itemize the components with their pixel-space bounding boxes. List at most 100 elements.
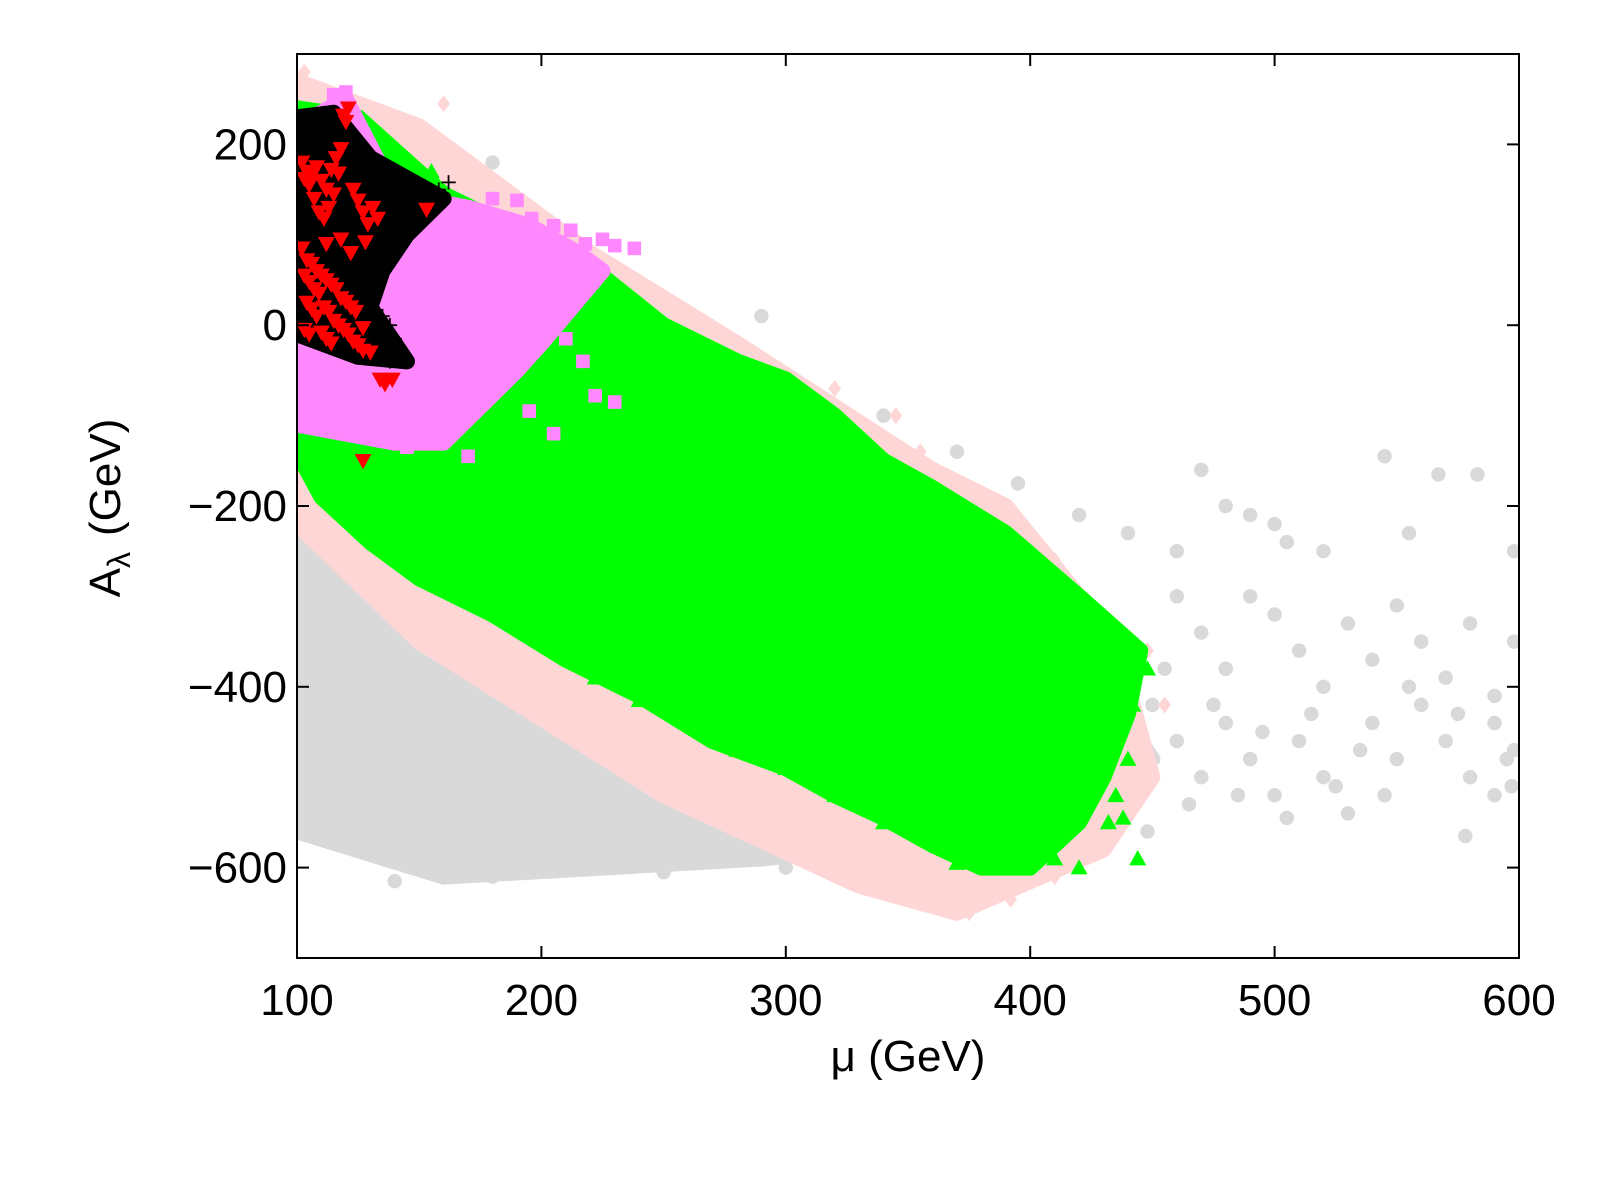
data-point xyxy=(1070,859,1088,875)
data-point xyxy=(522,404,536,418)
data-point xyxy=(1506,634,1519,649)
data-point xyxy=(913,443,927,461)
data-point xyxy=(1071,507,1087,523)
data-point xyxy=(485,869,500,884)
data-point xyxy=(1157,661,1172,676)
data-point xyxy=(431,182,446,197)
data-point xyxy=(1450,706,1466,722)
data-point xyxy=(1169,733,1185,749)
data-point xyxy=(608,696,622,714)
data-point xyxy=(826,786,844,803)
data-point xyxy=(392,340,407,356)
data-point xyxy=(1431,467,1446,482)
data-point xyxy=(679,714,697,730)
data-point xyxy=(317,237,335,253)
data-point xyxy=(1194,625,1209,640)
data-point xyxy=(1291,643,1307,658)
data-point xyxy=(1194,462,1209,478)
data-point xyxy=(949,444,965,459)
data-point xyxy=(1010,476,1026,491)
y-tick-label: −400 xyxy=(188,663,287,712)
data-point xyxy=(1181,797,1197,812)
data-point xyxy=(359,217,377,233)
data-point xyxy=(327,282,345,298)
data-point xyxy=(1046,587,1064,604)
y-tick-label: 0 xyxy=(263,301,287,350)
data-point xyxy=(354,321,372,337)
x-tick-label: 300 xyxy=(749,976,822,1025)
data-point xyxy=(317,182,335,199)
data-point xyxy=(394,349,410,365)
data-point xyxy=(484,587,502,604)
data-point xyxy=(1230,788,1246,803)
data-point xyxy=(524,211,539,226)
data-point xyxy=(728,741,746,757)
data-point xyxy=(383,372,401,388)
data-point xyxy=(906,881,920,899)
data-point xyxy=(803,822,817,840)
x-tick-label: 400 xyxy=(993,976,1066,1025)
data-point xyxy=(630,691,648,708)
data-point xyxy=(754,795,768,813)
data-point xyxy=(1114,809,1132,825)
data-point xyxy=(546,426,561,441)
data-point xyxy=(437,95,451,113)
data-point xyxy=(1352,742,1368,758)
data-point xyxy=(1009,854,1027,870)
data-point xyxy=(1145,697,1160,713)
data-point xyxy=(367,261,383,277)
data-point xyxy=(349,193,367,209)
data-point xyxy=(370,168,385,184)
data-point xyxy=(387,331,402,346)
data-point xyxy=(1218,661,1233,676)
data-point xyxy=(1316,543,1331,559)
data-point xyxy=(911,479,929,495)
data-point xyxy=(382,173,398,188)
data-point xyxy=(356,235,374,251)
data-point xyxy=(1504,779,1519,794)
data-point xyxy=(546,218,561,233)
data-point xyxy=(326,87,341,102)
data-point xyxy=(1046,850,1064,866)
data-point xyxy=(728,398,746,414)
data-point xyxy=(300,452,318,468)
data-point xyxy=(656,864,671,880)
data-point xyxy=(1506,543,1519,559)
data-point xyxy=(350,268,366,283)
y-axis-title-base: A xyxy=(81,567,130,597)
data-point xyxy=(1169,589,1185,604)
data-point xyxy=(948,854,966,870)
data-point xyxy=(1499,751,1515,767)
data-point xyxy=(1389,751,1405,767)
data-point xyxy=(578,237,593,251)
data-point xyxy=(607,395,622,409)
x-tick-label: 100 xyxy=(260,976,333,1025)
y-tick-label: −600 xyxy=(188,844,287,893)
data-point xyxy=(306,138,322,154)
data-point xyxy=(435,569,453,586)
data-point xyxy=(876,408,891,423)
data-point xyxy=(1004,890,1018,908)
data-point xyxy=(875,813,893,830)
data-point xyxy=(1242,751,1258,767)
data-point xyxy=(1340,806,1356,821)
data-point xyxy=(1401,679,1417,695)
data-point xyxy=(322,336,340,352)
data-point xyxy=(392,178,407,194)
data-point xyxy=(449,202,463,217)
data-point xyxy=(1462,616,1478,631)
data-point xyxy=(337,479,355,495)
data-point xyxy=(418,202,436,218)
data-point xyxy=(320,200,338,217)
y-tick-label: 200 xyxy=(214,120,287,169)
data-point xyxy=(534,318,549,332)
data-point xyxy=(308,309,326,325)
axis-ticks: 100 200 300 400 500 600 −600 −400 −200 0 200 xyxy=(188,54,1556,1025)
data-point xyxy=(375,232,390,247)
data-point xyxy=(864,859,878,877)
data-point xyxy=(1140,824,1155,839)
x-tick-label: 200 xyxy=(505,976,578,1025)
data-point xyxy=(573,262,588,276)
data-point xyxy=(657,723,670,741)
